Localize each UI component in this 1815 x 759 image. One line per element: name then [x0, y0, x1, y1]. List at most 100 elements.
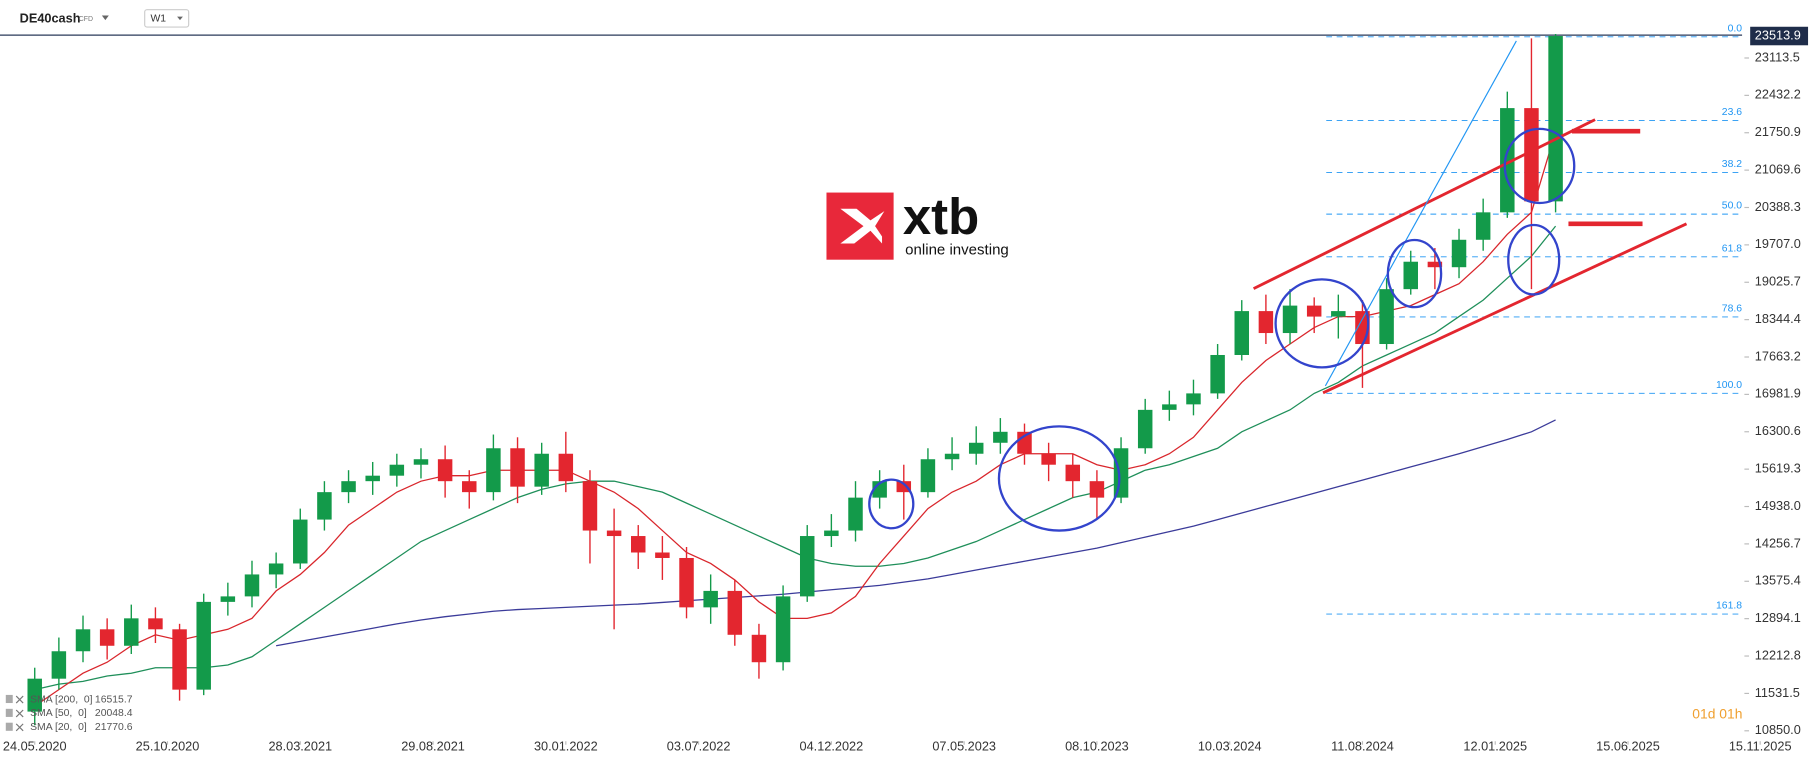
fibonacci: 0.0 23.6 38.2 50.0 61.8 78.6 100.0 161.8 — [1326, 23, 1743, 615]
candle-body — [75, 629, 91, 652]
y-tick-label: 10850.0 — [1755, 722, 1801, 737]
legend-name: SMA [50, 0] — [30, 708, 87, 719]
price-box — [1750, 26, 1809, 46]
annotations — [868, 40, 1688, 532]
y-tick-label: 16981.9 — [1755, 386, 1801, 401]
candle-body — [27, 678, 42, 712]
timeframe[interactable]: W1 — [150, 14, 166, 25]
y-tick-label: 22432.2 — [1755, 87, 1801, 102]
y-tick-label: 21069.6 — [1755, 161, 1801, 176]
candle-body — [413, 459, 429, 465]
highlight-circle — [997, 425, 1121, 532]
y-tick-label: 21750.9 — [1755, 124, 1801, 139]
highlight-circle — [1386, 238, 1443, 309]
candle-body — [606, 530, 622, 537]
sma-line — [34, 131, 1557, 707]
y-tick-label: 13575.4 — [1755, 573, 1801, 588]
fib-label: 78.6 — [1722, 304, 1742, 315]
candle-body — [1137, 409, 1153, 449]
candle-body — [1475, 212, 1491, 240]
candle-body — [365, 475, 380, 482]
fib-label: 38.2 — [1722, 159, 1742, 170]
y-tick-label: 23113.5 — [1755, 49, 1800, 64]
fib-label: 100.0 — [1716, 380, 1742, 391]
y-tick-label: 18344.4 — [1755, 311, 1801, 326]
x-tick-label: 04.12.2022 — [800, 738, 864, 753]
logo-box — [826, 192, 894, 260]
candle-body — [317, 492, 332, 520]
dropdown-arrow[interactable] — [101, 15, 109, 21]
candle-body — [920, 459, 936, 493]
highlight-circle — [1507, 223, 1561, 296]
y-tick-label: 20388.3 — [1755, 199, 1801, 214]
legend-close — [15, 723, 24, 732]
legend-value: 16515.7 — [95, 694, 133, 705]
y-tick-label: 16300.6 — [1755, 423, 1801, 438]
x-tick-label: 10.03.2024 — [1198, 738, 1262, 753]
fib-label: 23.6 — [1722, 107, 1742, 118]
logo-mark — [840, 208, 885, 244]
y-tick-label: 17663.2 — [1755, 348, 1801, 363]
candle-body — [220, 596, 236, 602]
candle-body — [631, 536, 646, 553]
x-tick-label: 25.10.2020 — [136, 738, 200, 753]
candle-body — [727, 590, 743, 635]
candle-body — [824, 530, 839, 537]
candle-body — [679, 557, 694, 608]
x-tick-label: 08.10.2023 — [1065, 738, 1129, 753]
countdown: 01d 01h — [1692, 705, 1742, 721]
candle-body — [486, 448, 501, 493]
toolbar: DE40cash CFD W1 — [20, 9, 190, 28]
legend-close — [15, 709, 24, 718]
fib-label: 0.0 — [1728, 23, 1743, 34]
x-tick-label: 24.05.2020 — [3, 738, 67, 753]
candle-body — [437, 459, 453, 482]
legend: SMA [200, 0] 16515.7 SMA [50, 0] 20048.4 SMA… — [5, 694, 133, 733]
candle-body — [1306, 305, 1322, 317]
candle-body — [51, 651, 67, 679]
legend-value: 21770.6 — [95, 722, 133, 733]
candle-body — [196, 601, 211, 690]
candle-body — [655, 552, 670, 558]
candle-body — [389, 464, 405, 476]
candle-body — [172, 629, 187, 690]
channel-lower — [1322, 222, 1688, 395]
highlight-circle — [868, 478, 915, 530]
candle-body — [848, 497, 863, 531]
candle-body — [268, 563, 284, 575]
candle-body — [341, 481, 356, 493]
legend-name: SMA [20, 0] — [30, 722, 87, 733]
candle-body — [1331, 311, 1346, 317]
sma-line — [34, 225, 1557, 691]
legend-icon — [5, 722, 13, 731]
candle-body — [148, 618, 163, 630]
y-tick-label: 11531.5 — [1755, 685, 1800, 700]
candle-body — [968, 442, 984, 454]
candle-body — [124, 618, 139, 646]
x-tick-label: 29.08.2021 — [401, 738, 465, 753]
candle-body — [1113, 448, 1129, 498]
channel-upper — [1252, 118, 1596, 290]
fib-label: 50.0 — [1722, 201, 1742, 212]
timeframe-box[interactable] — [144, 9, 190, 28]
y-tick-label: 15619.3 — [1755, 461, 1801, 476]
legend-close — [15, 695, 24, 704]
x-tick-label: 15.11.2025 — [1729, 738, 1792, 753]
candle-body — [1379, 289, 1394, 345]
candle-body — [799, 536, 815, 597]
candle-body — [751, 634, 767, 663]
symbol[interactable]: DE40cash — [20, 10, 81, 25]
y-tick-label: 19025.7 — [1755, 274, 1801, 289]
dropdown-arrow[interactable] — [177, 16, 183, 21]
x-tick-label: 15.06.2025 — [1596, 738, 1660, 753]
candle-body — [534, 453, 549, 487]
y-tick-label: 14256.7 — [1755, 535, 1801, 550]
x-tick-label: 07.05.2023 — [932, 738, 996, 753]
candle-body — [1089, 481, 1105, 498]
candles — [27, 34, 1563, 726]
y-tick-label: 14938.0 — [1755, 498, 1801, 513]
candle-body — [1427, 261, 1443, 268]
candle-body — [896, 481, 912, 493]
candle-body — [993, 431, 1008, 443]
sma-line — [276, 419, 1556, 647]
